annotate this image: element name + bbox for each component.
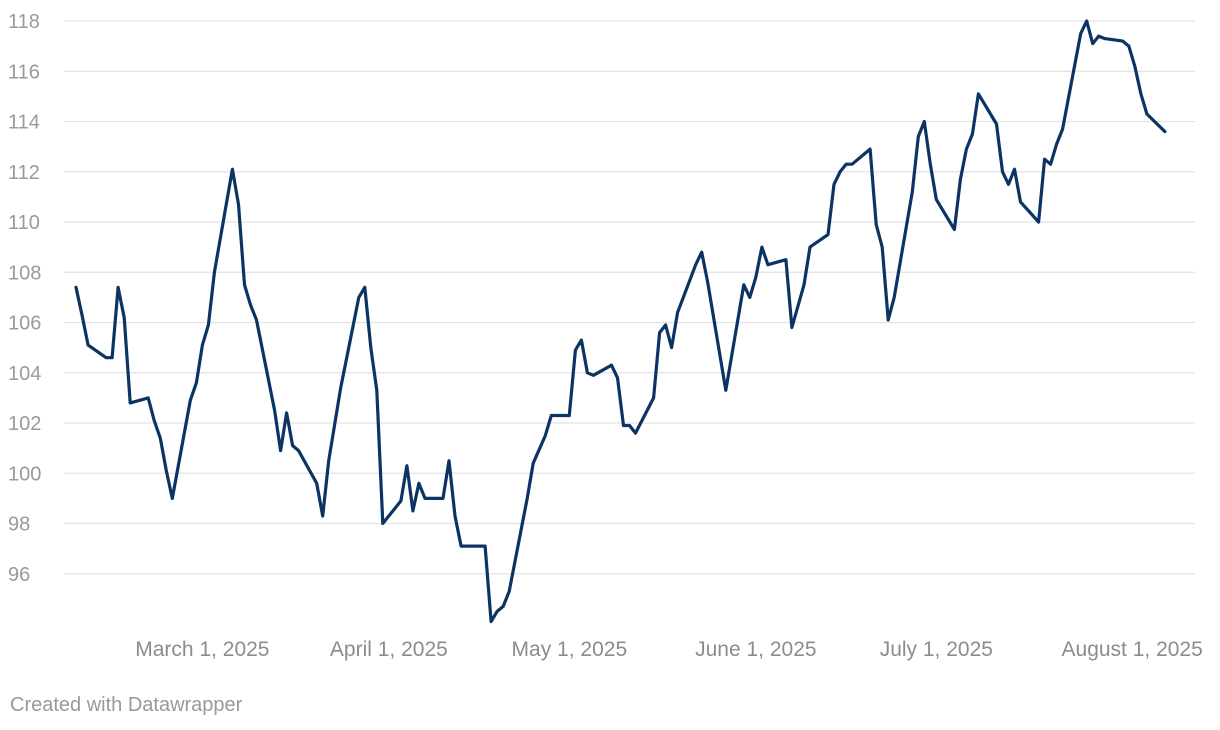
line-chart: 96 98 100 102 104 106 108 110 112 114 116 118 March…: [8, 11, 1203, 661]
y-tick-label: 114: [8, 112, 40, 134]
series-line: [74, 19, 1167, 624]
series-group: [74, 19, 1167, 624]
x-tick-label: August 1, 2025: [1062, 638, 1203, 661]
x-tick-label: July 1, 2025: [880, 638, 993, 661]
x-tick-label: June 1, 2025: [695, 638, 816, 661]
y-tick-label: 108: [8, 262, 41, 284]
x-axis-ticks: March 1, 2025 April 1, 2025 May 1, 2025 Jun…: [135, 638, 1203, 661]
y-tick-label: 118: [8, 11, 40, 33]
y-tick-label: 100: [8, 463, 41, 485]
y-tick-label: 96: [8, 564, 30, 586]
x-tick-label: March 1, 2025: [135, 638, 269, 661]
y-tick-label: 116: [8, 61, 40, 83]
y-tick-label: 110: [8, 212, 40, 234]
y-axis-ticks: 96 98 100 102 104 106 108 110 112 114 116 118: [8, 11, 41, 586]
y-tick-label: 112: [8, 162, 40, 184]
y-tick-label: 104: [8, 363, 41, 385]
y-tick-label: 98: [8, 514, 30, 536]
gridlines: [64, 20, 1195, 575]
x-tick-label: April 1, 2025: [330, 638, 448, 661]
y-tick-label: 106: [8, 313, 41, 335]
datawrapper-credit: Created with Datawrapper: [10, 694, 243, 716]
y-tick-label: 102: [8, 413, 41, 435]
x-tick-label: May 1, 2025: [512, 638, 628, 661]
